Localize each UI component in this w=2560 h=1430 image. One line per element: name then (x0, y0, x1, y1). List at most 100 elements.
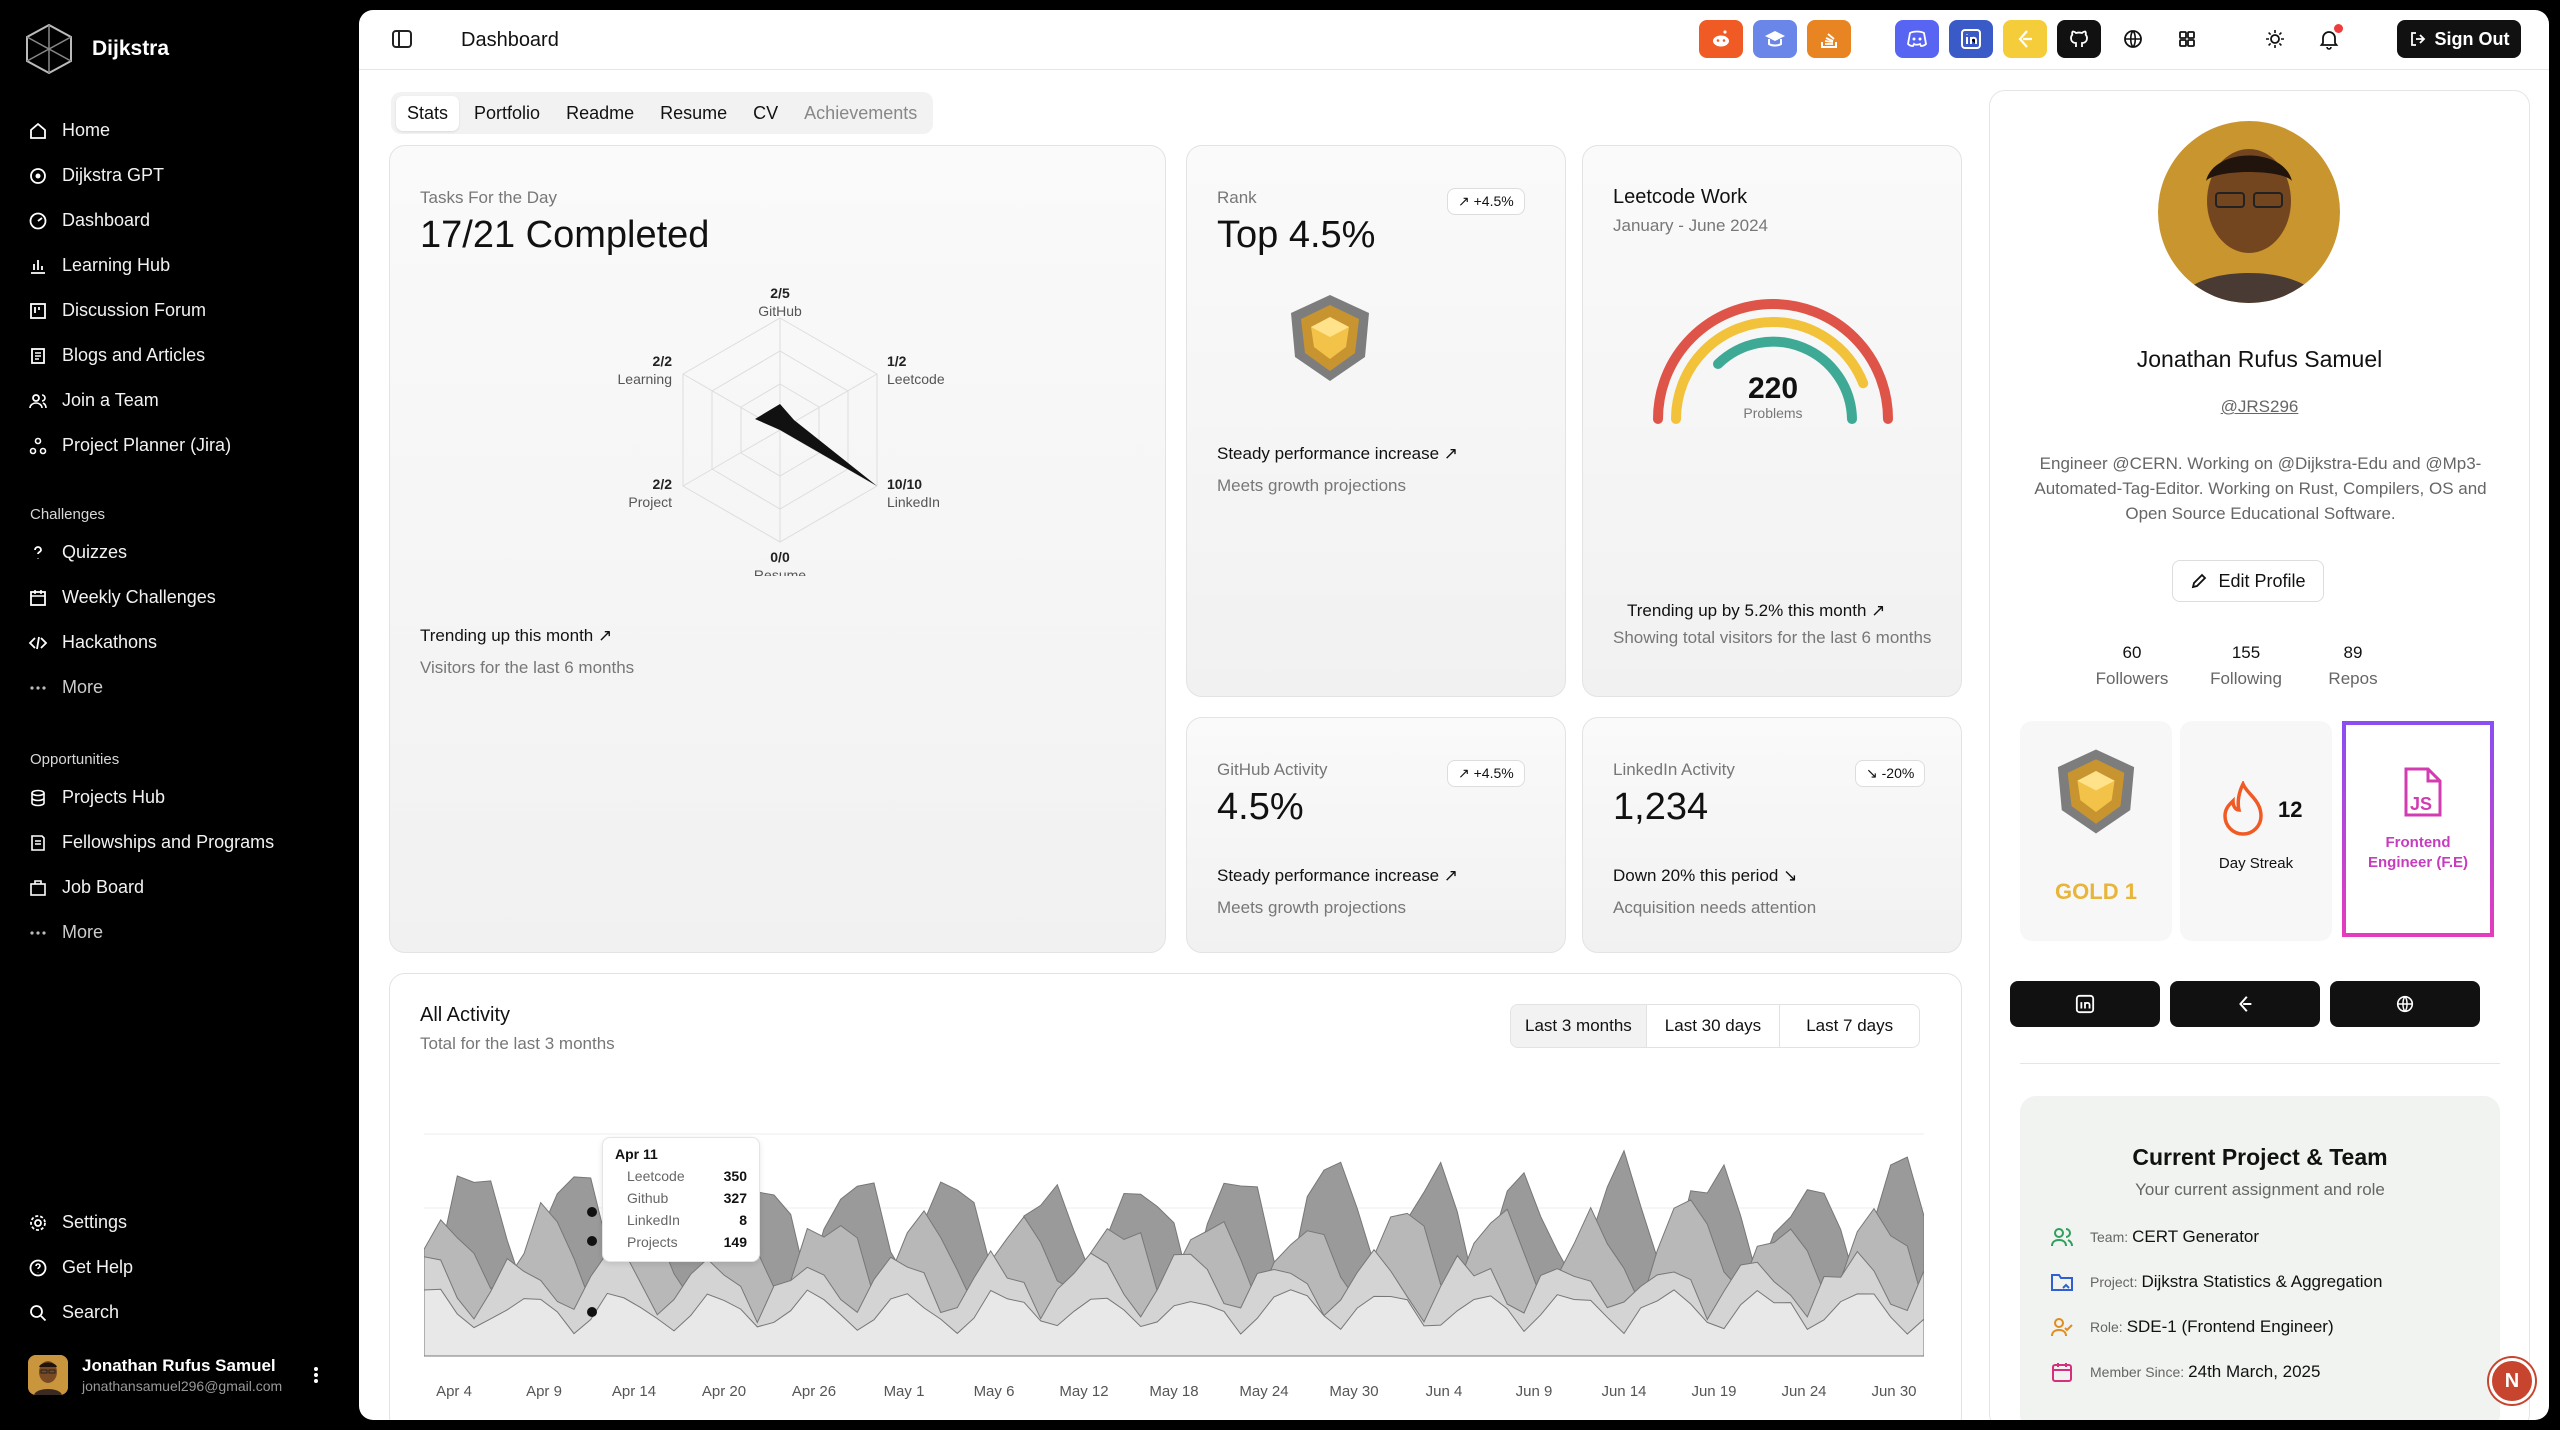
flame-icon (2223, 781, 2263, 836)
reddit-button[interactable] (1699, 20, 1743, 58)
sidebar-item-label: Hackathons (62, 632, 158, 652)
profile-leetcode-button[interactable] (2170, 981, 2320, 1027)
svg-text:JS: JS (2410, 794, 2432, 814)
trending-down-icon: ↘ (1783, 866, 1798, 885)
profile-handle[interactable]: @JRS296 (2220, 397, 2299, 416)
sidebar-item-label: Quizzes (62, 542, 128, 562)
kebab-menu-icon[interactable] (310, 1364, 322, 1386)
radar-value-leetcode: 1/2 (887, 353, 907, 369)
hover-point (587, 1236, 597, 1246)
user-menu[interactable]: Jonathan Rufus Samuel jonathansamuel296@… (28, 1355, 322, 1395)
sign-out-button[interactable]: Sign Out (2397, 20, 2521, 58)
tab-cv[interactable]: CV (753, 102, 779, 123)
sidebar-item-job-board[interactable]: Job Board (28, 865, 348, 910)
tooltip-key: Github (627, 1190, 669, 1206)
tasks-value: 17/21 Completed (420, 214, 710, 256)
leetcode-icon (2018, 30, 2032, 48)
code-icon (28, 636, 48, 649)
sidebar-item-help[interactable]: Get Help (28, 1245, 348, 1290)
sidebar-item-dashboard[interactable]: Dashboard (28, 198, 348, 243)
linkedin-trend-text: Down 20% this period (1613, 866, 1779, 885)
website-button[interactable] (2111, 20, 2155, 58)
linkedin-icon (2075, 994, 2095, 1014)
main-panel: Dashboard Sign Out Stats Portfolio Readm… (359, 10, 2549, 1420)
linkedin-button[interactable] (1949, 20, 1993, 58)
fab-label: N (2504, 1369, 2520, 1392)
workflow-icon (29, 437, 47, 454)
trending-up-icon: ↗ (1443, 444, 1459, 463)
leetcode-icon (2239, 996, 2252, 1012)
sidebar-item-projects-hub[interactable]: Projects Hub (28, 775, 348, 820)
sidebar-item-label: Projects Hub (62, 787, 166, 807)
tab-stats[interactable]: Stats (396, 95, 460, 131)
sidebar-item-hackathons[interactable]: Hackathons (28, 620, 348, 665)
sidebar-item-gpt[interactable]: Dijkstra GPT (28, 153, 348, 198)
range-7-days[interactable]: Last 7 days (1806, 1016, 1894, 1035)
kanban-icon (30, 302, 46, 319)
leetcode-subtitle: January - June 2024 (1613, 216, 1768, 235)
row-value: Dijkstra Statistics & Aggregation (2141, 1272, 2383, 1291)
sidebar-item-project-planner[interactable]: Project Planner (Jira) (28, 423, 348, 468)
apps-button[interactable] (2165, 20, 2209, 58)
sidebar-item-more-challenges[interactable]: More (28, 665, 348, 710)
sidebar-toggle-icon[interactable] (391, 28, 413, 50)
graduation-cap-icon (1765, 31, 1785, 47)
tab-readme[interactable]: Readme (566, 102, 635, 123)
leetcode-button[interactable] (2003, 20, 2047, 58)
tooltip-row: Leetcode 350 (615, 1168, 747, 1190)
profile-photo (2158, 121, 2340, 303)
rank-trend: Steady performance increase ↗ (1217, 444, 1458, 464)
tab-portfolio[interactable]: Portfolio (474, 102, 541, 123)
stat-repos[interactable]: 89 Repos (2323, 643, 2383, 689)
role-badge-tile[interactable]: JS Frontend Engineer (F.E) (2342, 721, 2494, 937)
sidebar-item-join-team[interactable]: Join a Team (28, 378, 348, 423)
javascript-file-icon: JS (2404, 767, 2442, 817)
x-tick-label: May 18 (1149, 1383, 1198, 1400)
streak-count: 12 (2278, 797, 2303, 822)
bell-icon (2319, 31, 2339, 50)
sidebar-item-fellowships[interactable]: Fellowships and Programs (28, 820, 348, 865)
question-icon (34, 545, 42, 558)
github-badge: ↗ +4.5% (1447, 760, 1525, 787)
stackoverflow-button[interactable] (1807, 20, 1851, 58)
sidebar-item-search[interactable]: Search (28, 1290, 348, 1335)
stat-following[interactable]: 155 Following (2209, 643, 2283, 689)
sidebar-item-settings[interactable]: Settings (28, 1200, 348, 1245)
sun-icon (2266, 30, 2284, 48)
activity-title: All Activity (420, 1004, 511, 1026)
tasks-radar-chart: 2/5 GitHub 1/2 Leetcode 10/10 LinkedIn 0… (618, 285, 945, 576)
sidebar-item-weekly[interactable]: Weekly Challenges (28, 575, 348, 620)
floating-assistant-button[interactable]: N (2489, 1358, 2535, 1404)
sidebar-item-label: Search (62, 1302, 120, 1322)
tab-resume[interactable]: Resume (660, 102, 728, 123)
sidebar-item-forum[interactable]: Discussion Forum (28, 288, 348, 333)
stat-label: Repos (2328, 669, 2378, 688)
sidebar-item-home[interactable]: Home (28, 108, 348, 153)
tooltip-row: LinkedIn 8 (615, 1212, 747, 1234)
notifications-button[interactable] (2307, 20, 2351, 58)
radial-ring-hard (1653, 299, 1893, 424)
brand[interactable]: Dijkstra (22, 22, 169, 76)
education-button[interactable] (1753, 20, 1797, 58)
document-icon (31, 347, 45, 364)
sidebar-item-more-opportunities[interactable]: More (28, 910, 348, 955)
sidebar-item-learning-hub[interactable]: Learning Hub (28, 243, 348, 288)
tooltip-value: 327 (723, 1190, 747, 1206)
discord-button[interactable] (1895, 20, 1939, 58)
linkedin-subtext: Acquisition needs attention (1613, 898, 1817, 917)
stat-followers[interactable]: 60 Followers (2095, 643, 2169, 689)
range-30-days[interactable]: Last 30 days (1647, 1005, 1781, 1047)
area-series-3 (424, 1288, 1924, 1357)
tab-achievements[interactable]: Achievements (804, 102, 918, 123)
github-button[interactable] (2057, 20, 2101, 58)
profile-linkedin-button[interactable] (2010, 981, 2160, 1027)
theme-toggle-button[interactable] (2253, 20, 2297, 58)
sidebar-item-quizzes[interactable]: Quizzes (28, 530, 348, 575)
divider (2020, 1063, 2500, 1064)
edit-profile-button[interactable]: Edit Profile (2172, 560, 2324, 602)
profile-website-button[interactable] (2330, 981, 2480, 1027)
radar-value-resume: 0/0 (770, 549, 790, 565)
project-row-role: Role: SDE-1 (Frontend Engineer) (2050, 1316, 2334, 1338)
range-3-months[interactable]: Last 3 months (1511, 1005, 1647, 1047)
sidebar-item-blogs[interactable]: Blogs and Articles (28, 333, 348, 378)
